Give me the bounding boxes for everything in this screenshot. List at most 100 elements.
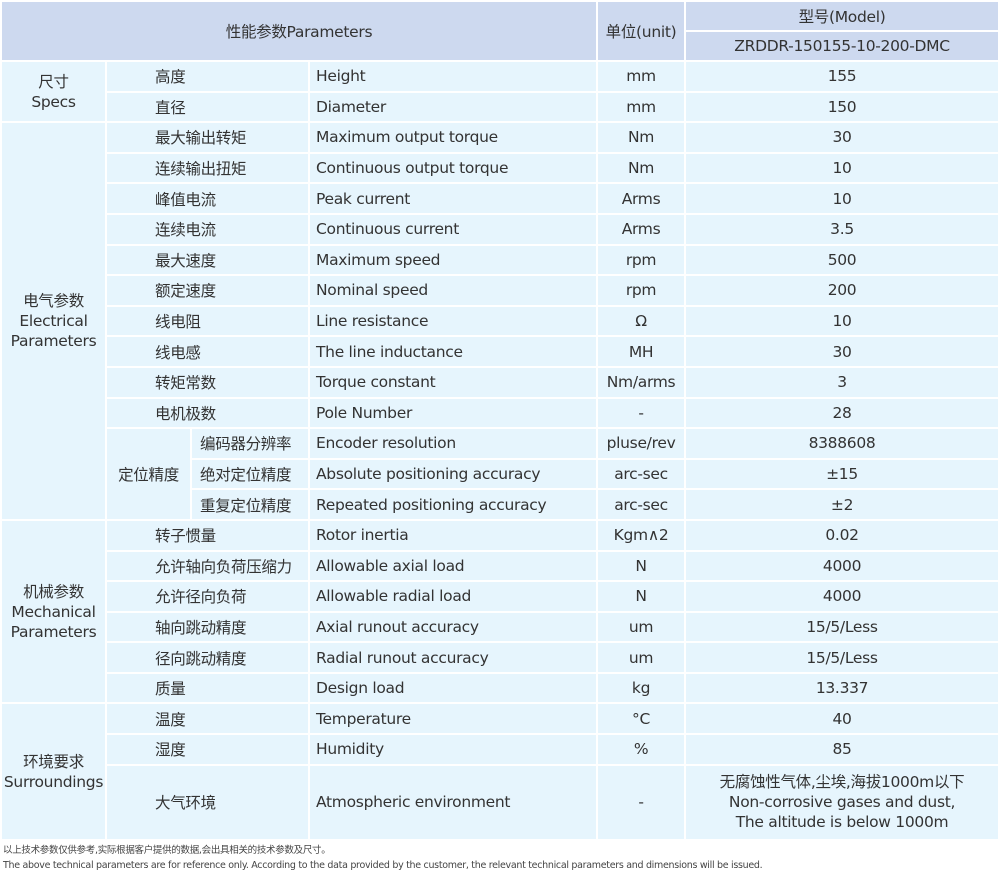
param-name-cn: 允许轴向负荷压缩力 <box>107 551 308 581</box>
table-row: 定位精度 编码器分辨率 Encoder resolution pluse/rev 838… <box>2 429 999 519</box>
param-name-cn: 最大速度 <box>107 245 308 275</box>
group-label: 机械参数 Mechanical Parameters <box>2 520 105 703</box>
param-name-cn: 绝对定位精度 <box>192 459 308 489</box>
param-unit: arc-sec <box>598 459 685 489</box>
param-name-cn: 线电阻 <box>107 306 308 336</box>
param-name-cn: 允许径向负荷 <box>107 582 308 611</box>
param-name-en: Humidity <box>310 735 597 764</box>
param-name-cn: 轴向跳动精度 <box>107 612 308 642</box>
table-row: 环境要求 Surroundings 温度 Temperature °C 40 <box>2 704 999 839</box>
param-unit: N <box>598 582 685 611</box>
param-name-cn: 大气环境 <box>107 765 308 839</box>
param-unit: Ω <box>598 306 685 336</box>
table-row: 允许径向负荷 Allowable radial load N 4000 <box>2 582 999 611</box>
param-unit: Kgm∧2 <box>598 520 685 550</box>
param-unit: Arms <box>598 214 685 244</box>
table-row: 连续电流 Continuous current Arms 3.5 <box>2 214 999 244</box>
param-unit: °C <box>598 704 685 734</box>
table-row: 电机极数 Pole Number -28 <box>2 398 999 428</box>
group-label-en: Surroundings <box>3 772 104 791</box>
table-row: 最大速度 Maximum speed rpm 500 <box>2 245 999 275</box>
param-unit: Nm <box>598 153 685 183</box>
table-row: 尺寸 Specs 高度 Height mm 155 <box>2 62 999 122</box>
param-name-en: Repeated positioning accuracy <box>310 490 597 519</box>
table-row: 质量 Design load kg 13.337 <box>2 673 999 703</box>
footnote-cn: 以上技术参数仅供参考,实际根据客户提供的数据,会出具相关的技术参数及尺寸。 <box>3 844 331 856</box>
table-row: 直径 Diameter mm 150 <box>2 92 999 122</box>
param-name-en: Radial runout accuracy <box>310 643 597 672</box>
param-value: 0.02 <box>686 520 999 550</box>
param-value: ±2 <box>686 490 999 519</box>
group-label-cn: 尺寸 <box>38 72 69 91</box>
param-unit: pluse/rev <box>598 429 685 458</box>
param-name-cn: 径向跳动精度 <box>107 643 308 672</box>
header-model-label: 型号(Model) <box>686 2 999 30</box>
param-value: 500 <box>686 245 999 275</box>
param-name-en: Pole Number <box>310 398 597 428</box>
table-row: 湿度 Humidity% 85 <box>2 735 999 764</box>
table-row: 峰值电流 Peak current Arms 10 <box>2 184 999 213</box>
param-name-en: Rotor inertia <box>310 520 597 550</box>
param-unit: % <box>598 735 685 764</box>
param-name-cn: 直径 <box>107 92 308 122</box>
group-label: 尺寸 Specs <box>2 62 105 122</box>
param-name-cn: 线电感 <box>107 337 308 366</box>
param-name-en: Line resistance <box>310 306 597 336</box>
param-name-en: Atmospheric environment <box>310 765 597 839</box>
group-label-cn: 机械参数 <box>23 582 84 601</box>
table-row: 线电阻 Line resistance Ω 10 <box>2 306 999 336</box>
param-unit: Arms <box>598 184 685 213</box>
param-name-cn: 连续输出扭矩 <box>107 153 308 183</box>
param-unit: um <box>598 612 685 642</box>
param-value: 28 <box>686 398 999 428</box>
footnote: 以上技术参数仅供参考,实际根据客户提供的数据,会出具相关的技术参数及尺寸。 Th… <box>0 843 1000 873</box>
subgroup-label: 定位精度 <box>107 429 190 519</box>
param-value: 40 <box>686 704 999 734</box>
table-row: 绝对定位精度 Absolute positioning accuracy arc-s… <box>2 459 999 489</box>
param-name-cn: 额定速度 <box>107 276 308 305</box>
param-unit: - <box>598 765 685 839</box>
param-value: 3.5 <box>686 214 999 244</box>
group-label-en: Electrical Parameters <box>10 312 97 351</box>
param-value: 8388608 <box>686 429 999 458</box>
param-value: ±15 <box>686 459 999 489</box>
param-name-cn: 连续电流 <box>107 214 308 244</box>
param-name-cn: 峰值电流 <box>107 184 308 213</box>
param-unit: arc-sec <box>598 490 685 519</box>
param-name-cn: 转矩常数 <box>107 367 308 397</box>
param-name-en: Height <box>310 62 597 91</box>
param-value: 30 <box>686 123 999 152</box>
param-name-en: Design load <box>310 673 597 703</box>
param-name-en: Diameter <box>310 92 597 122</box>
header-unit: 单位(unit) <box>598 2 685 60</box>
param-unit: - <box>598 398 685 428</box>
table-row: 径向跳动精度 Radial runout accuracy um 15/5/Less <box>2 643 999 672</box>
param-name-cn: 湿度 <box>107 735 308 764</box>
param-name-en: Torque constant <box>310 367 597 397</box>
param-value: 10 <box>686 184 999 213</box>
param-unit: mm <box>598 92 685 122</box>
group-label-cn: 电气参数 <box>23 292 84 311</box>
param-name-cn: 最大输出转矩 <box>107 123 308 152</box>
param-unit: kg <box>598 673 685 703</box>
param-name-cn: 温度 <box>107 704 308 734</box>
param-value: 15/5/Less <box>686 643 999 672</box>
param-value-line: Non-corrosive gases and dust, <box>728 793 956 812</box>
table-row: 机械参数 Mechanical Parameters 转子惯量 Rotor inert… <box>2 520 999 703</box>
param-value: 155 <box>686 62 999 91</box>
param-name-en: Allowable axial load <box>310 551 597 581</box>
table-row: 允许轴向负荷压缩力 Allowable axial load N 4000 <box>2 551 999 581</box>
param-value: 13.337 <box>686 673 999 703</box>
param-name-en: Maximum speed <box>310 245 597 275</box>
table-row: 转矩常数 Torque constant Nm/arms 3 <box>2 367 999 397</box>
param-unit: Nm/arms <box>598 367 685 397</box>
param-unit: N <box>598 551 685 581</box>
param-name-en: Encoder resolution <box>310 429 597 458</box>
param-name-en: Continuous output torque <box>310 153 597 183</box>
param-name-en: Axial runout accuracy <box>310 612 597 642</box>
param-name-en: Peak current <box>310 184 597 213</box>
param-value: 30 <box>686 337 999 366</box>
param-name-cn: 转子惯量 <box>107 520 308 550</box>
header-model: ZRDDR-150155-10-200-DMC <box>686 32 999 60</box>
table-row: 轴向跳动精度 Axial runout accuracy um 15/5/Less <box>2 612 999 642</box>
